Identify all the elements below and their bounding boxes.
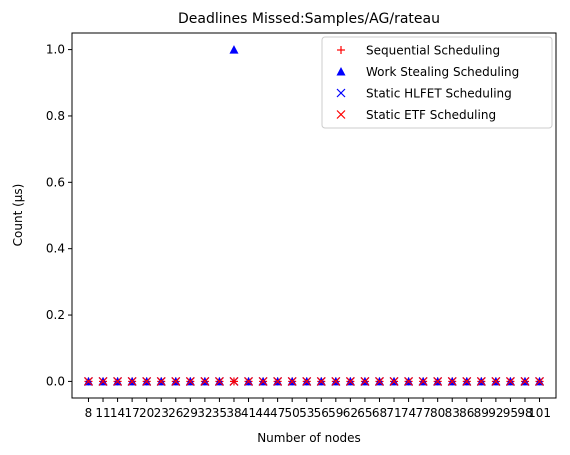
y-axis-ticks: 0.0 0.2 0.4 0.6 0.8 1.0	[46, 43, 72, 388]
x-tick-label: 83	[445, 406, 460, 420]
x-tick-label: 65	[357, 406, 372, 420]
data-point-4	[127, 376, 137, 386]
x-tick-label: 74	[401, 406, 416, 420]
data-point-4	[287, 376, 297, 386]
legend-label-3: Static HLFET Scheduling	[366, 87, 512, 101]
x-tick-label: 35	[212, 406, 227, 420]
x-tick-label: 38	[226, 406, 241, 420]
legend-label-1: Sequential Scheduling	[366, 44, 500, 58]
x-tick-label: 8	[85, 406, 93, 420]
y-tick-label: 0.2	[46, 308, 65, 322]
y-tick-label: 1.0	[46, 43, 65, 57]
data-point-4	[84, 376, 93, 386]
data-point-4	[389, 376, 399, 386]
x-tick-label: 29	[183, 406, 198, 420]
x-axis-label: Number of nodes	[257, 431, 361, 445]
x-tick-label: 14	[110, 406, 125, 420]
legend-label-4: Static ETF Scheduling	[366, 108, 496, 122]
data-point-4	[316, 376, 326, 386]
y-tick-label: 0.6	[46, 175, 65, 189]
data-point-4	[258, 376, 268, 386]
legend-marker-4	[336, 110, 346, 119]
x-tick-label: 62	[343, 406, 358, 420]
data-point-4	[418, 376, 428, 386]
x-tick-label: 98	[517, 406, 532, 420]
data-points	[83, 45, 545, 386]
legend-marker-3	[336, 88, 346, 98]
x-tick-label: 95	[503, 406, 518, 420]
data-point-4	[404, 376, 413, 386]
x-tick-label: 20	[139, 406, 154, 420]
x-tick-label: 89	[474, 406, 489, 420]
data-point-4	[491, 376, 501, 386]
data-point-4	[244, 376, 253, 386]
data-point-4	[302, 376, 312, 386]
data-point-4	[375, 376, 384, 386]
y-axis-label: Count (µs)	[11, 184, 25, 247]
data-point-4	[273, 376, 283, 386]
data-point-4	[171, 376, 181, 386]
x-tick-label: 50	[285, 406, 300, 420]
x-tick-label: 23	[154, 406, 169, 420]
x-tick-label: 101	[528, 406, 551, 420]
data-point-4	[535, 376, 544, 386]
x-tick-label: 68	[372, 406, 387, 420]
data-point-4	[476, 376, 486, 386]
data-point-4	[229, 376, 239, 386]
data-point-4	[433, 376, 443, 386]
data-point-4	[142, 376, 152, 386]
data-point-4	[185, 376, 195, 386]
x-tick-label: 26	[168, 406, 183, 420]
x-tick-label: 86	[459, 406, 474, 420]
x-tick-label: 32	[197, 406, 212, 420]
chart-title: Deadlines Missed:Samples/AG/rateau	[178, 11, 440, 27]
y-tick-label: 0.8	[46, 109, 65, 123]
legend-marker-2	[336, 67, 346, 76]
legend: Sequential Scheduling Work Stealing Sched…	[321, 36, 553, 129]
x-tick-label: 11	[95, 406, 110, 420]
data-point-4	[331, 376, 341, 386]
x-tick-label: 77	[415, 406, 430, 420]
x-tick-label: 92	[488, 406, 503, 420]
x-tick-label: 56	[314, 406, 329, 420]
x-tick-label: 47	[270, 406, 285, 420]
legend-label-2: Work Stealing Scheduling	[366, 65, 519, 79]
y-tick-label: 0.4	[46, 242, 65, 256]
y-tick-label: 0.0	[46, 374, 65, 388]
plot-area	[71, 32, 557, 399]
data-point-4	[98, 376, 108, 386]
x-tick-label: 44	[255, 406, 270, 420]
data-point-4	[200, 376, 210, 386]
data-point-4	[156, 376, 166, 386]
data-point-4	[462, 376, 472, 386]
legend-box	[321, 36, 553, 129]
x-tick-label: 80	[430, 406, 445, 420]
data-point-2	[229, 45, 239, 54]
x-tick-label: 53	[299, 406, 314, 420]
x-tick-label: 41	[241, 406, 256, 420]
data-point-4	[520, 376, 530, 386]
x-tick-label: 59	[328, 406, 343, 420]
data-point-4	[215, 376, 224, 386]
data-point-4	[506, 376, 515, 386]
x-tick-label: 71	[386, 406, 401, 420]
data-point-4	[447, 376, 457, 386]
data-point-4	[345, 376, 355, 386]
data-point-4	[360, 376, 370, 386]
x-axis-ticks: 8 11 14 17 20 23 26 29 32 35 38 41 44 47 50 53 56 59 62 65 6…	[85, 398, 551, 420]
x-tick-label: 17	[124, 406, 139, 420]
data-point-4	[113, 376, 122, 386]
legend-marker-1	[337, 46, 345, 54]
